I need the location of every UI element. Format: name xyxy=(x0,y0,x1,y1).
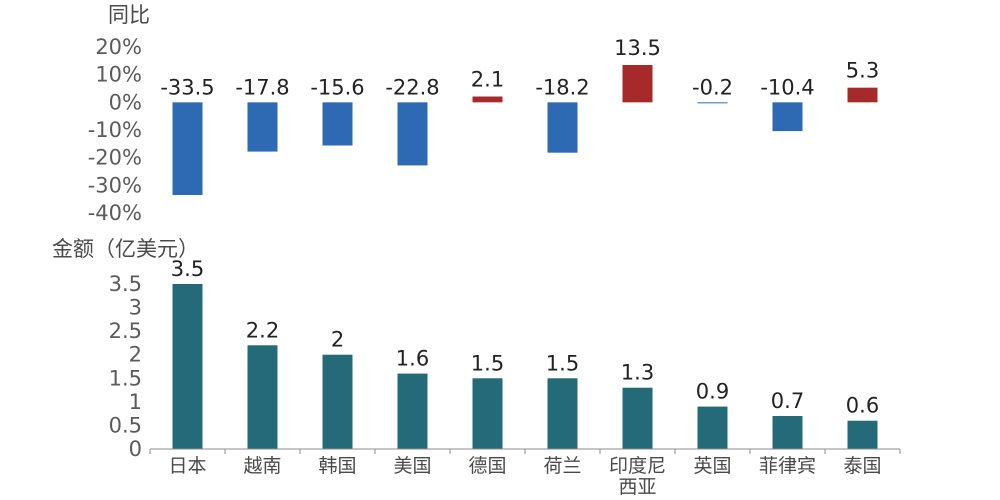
yoy-y-tick-label: 10% xyxy=(95,63,142,87)
amount-bar xyxy=(622,387,653,449)
yoy-y-tick-label: -10% xyxy=(88,118,142,142)
amount-y-tick-label: 1 xyxy=(129,390,142,414)
amount-y-tick-label: 2 xyxy=(129,343,142,367)
yoy-y-tick-label: 20% xyxy=(95,35,142,59)
yoy-bar xyxy=(172,102,203,196)
yoy-data-label: -22.8 xyxy=(385,75,439,99)
amount-y-tick-label: 0 xyxy=(129,437,142,461)
x-category-label: 日本 xyxy=(168,455,206,477)
amount-data-label: 3.5 xyxy=(171,257,204,281)
amount-axis-title: 金额（亿美元） xyxy=(52,237,199,261)
amount-bar xyxy=(172,284,203,449)
x-category-label: 西亚 xyxy=(618,476,656,498)
yoy-bar-chart: 同比 20% 10% 0% -10% -20% -30% -40% -33.5 -17.8 -15.… xyxy=(88,3,879,225)
amount-y-tick-label: 3.5 xyxy=(109,272,142,296)
x-category-label: 英国 xyxy=(693,455,731,477)
yoy-bar xyxy=(547,102,578,153)
amount-data-label: 2.2 xyxy=(246,318,279,342)
amount-bar xyxy=(247,345,278,449)
amount-y-tick-label: 1.5 xyxy=(109,366,142,390)
x-category-label: 德国 xyxy=(468,455,506,477)
yoy-data-label: 5.3 xyxy=(846,59,879,83)
x-category-label: 韩国 xyxy=(318,455,356,477)
amount-data-label: 1.6 xyxy=(396,347,429,371)
yoy-axis-title: 同比 xyxy=(108,3,150,27)
yoy-bar xyxy=(772,102,803,132)
amount-bar xyxy=(847,420,878,449)
x-category-label: 荷兰 xyxy=(543,455,581,477)
yoy-bar xyxy=(472,96,503,103)
amount-bar xyxy=(397,373,428,449)
amount-bar xyxy=(547,378,578,449)
yoy-bar xyxy=(622,64,653,103)
amount-bar-chart: 金额（亿美元）3.532.521.510.503.52.2 21.6 1.5 1.5 1… xyxy=(52,237,901,498)
x-category-label: 印度尼 xyxy=(609,455,666,477)
amount-bar xyxy=(322,354,353,449)
yoy-data-label: -15.6 xyxy=(310,75,364,99)
amount-bar xyxy=(772,416,803,449)
yoy-data-label: -17.8 xyxy=(235,75,289,99)
yoy-bar xyxy=(697,102,728,104)
yoy-data-label: 13.5 xyxy=(614,36,661,60)
amount-data-label: 2 xyxy=(331,328,344,352)
yoy-data-label: -33.5 xyxy=(160,75,214,99)
amount-y-tick-label: 3 xyxy=(129,296,142,320)
x-category-label: 泰国 xyxy=(843,455,881,477)
yoy-bar xyxy=(322,102,353,146)
yoy-bar xyxy=(847,87,878,103)
x-category-label: 菲律宾 xyxy=(759,455,816,477)
yoy-data-label: -18.2 xyxy=(535,75,589,99)
amount-data-label: 0.6 xyxy=(846,394,879,418)
amount-data-label: 0.9 xyxy=(696,380,729,404)
yoy-bar xyxy=(397,102,428,166)
x-category-label: 越南 xyxy=(243,455,281,477)
amount-data-label: 0.7 xyxy=(771,389,804,413)
amount-y-tick-label: 0.5 xyxy=(109,413,142,437)
yoy-y-tick-label: 0% xyxy=(109,90,142,114)
amount-data-label: 1.5 xyxy=(546,351,579,375)
yoy-y-tick-label: -40% xyxy=(88,201,142,225)
amount-data-label: 1.5 xyxy=(471,351,504,375)
yoy-y-tick-label: -30% xyxy=(88,173,142,197)
yoy-y-tick-label: -20% xyxy=(88,146,142,170)
amount-bar xyxy=(472,378,503,449)
amount-y-tick-label: 2.5 xyxy=(109,319,142,343)
yoy-data-label: -0.2 xyxy=(692,75,733,99)
yoy-bar xyxy=(247,102,278,152)
amount-bar xyxy=(697,406,728,449)
x-category-label: 美国 xyxy=(393,455,431,477)
yoy-data-label: 2.1 xyxy=(471,68,504,92)
yoy-data-label: -10.4 xyxy=(760,75,814,99)
amount-data-label: 1.3 xyxy=(621,361,654,385)
